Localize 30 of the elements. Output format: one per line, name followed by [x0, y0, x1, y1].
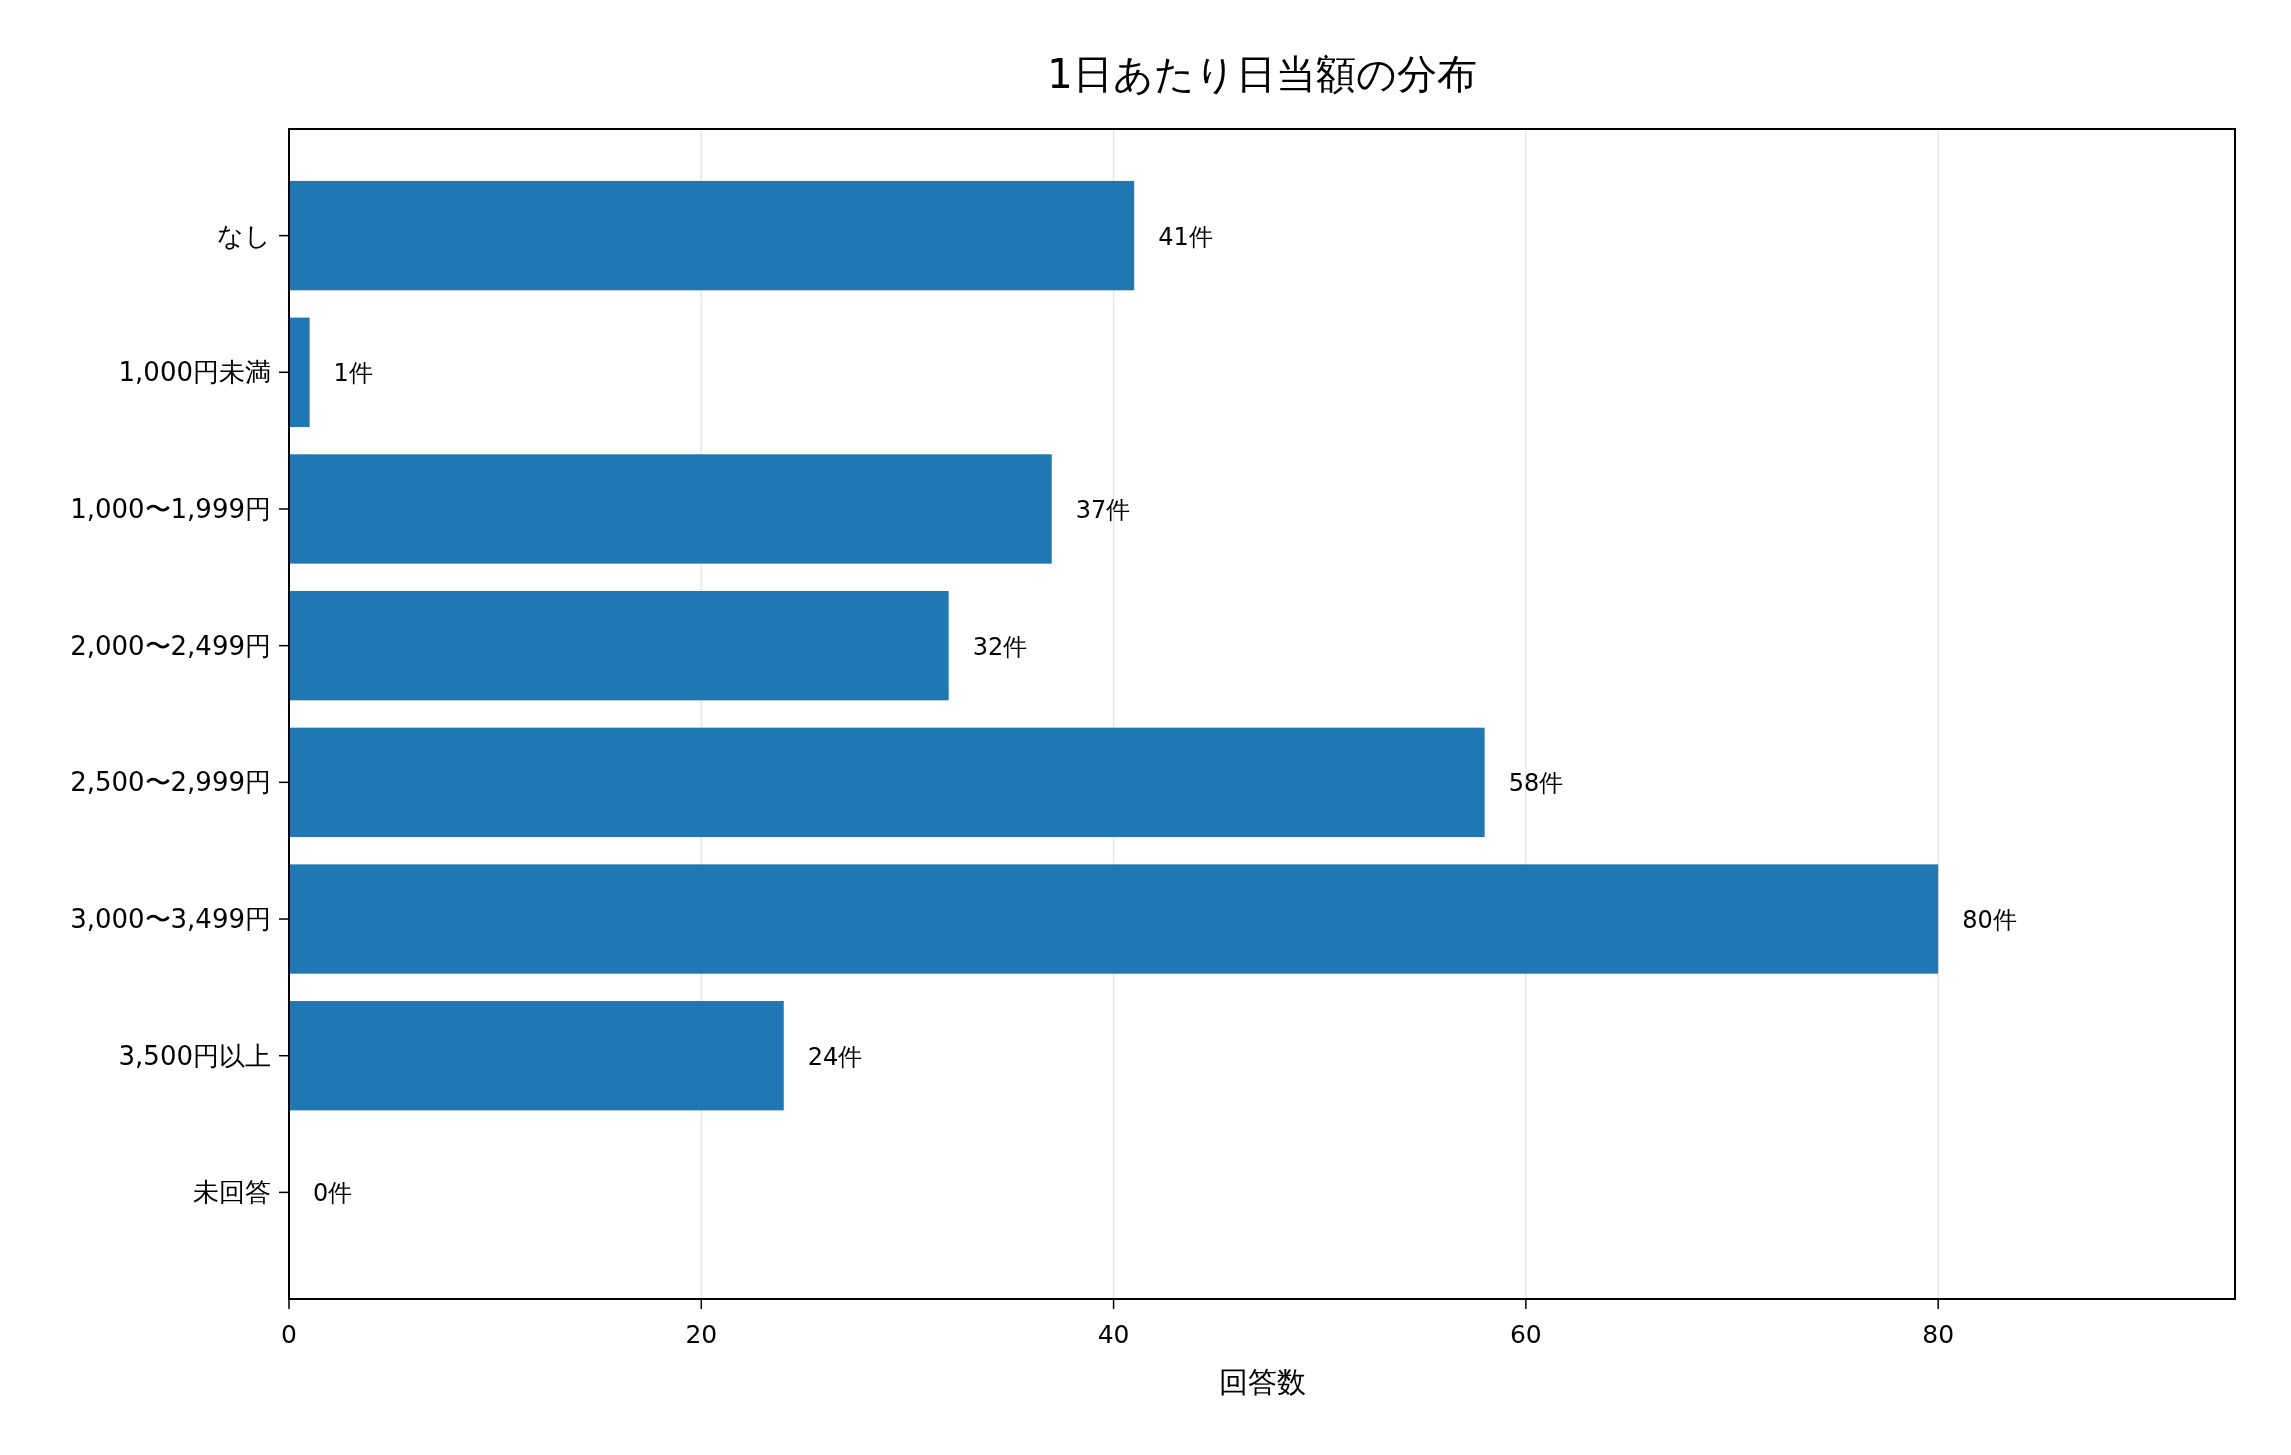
y-tick-label: 未回答 — [193, 1177, 271, 1208]
bar — [289, 454, 1052, 564]
bar — [289, 864, 1939, 974]
x-tick-label: 80 — [1922, 1320, 1955, 1349]
y-tick-label: なし — [217, 220, 271, 251]
x-axis-title: 回答数 — [1218, 1365, 1306, 1399]
y-tick-label: 1,000円未満 — [118, 357, 271, 388]
x-tick-label: 60 — [1509, 1320, 1542, 1349]
data-label: 1件 — [333, 359, 373, 388]
bar — [289, 1001, 784, 1111]
y-tick-label: 2,500〜2,999円 — [70, 767, 271, 798]
data-label: 80件 — [1962, 906, 2017, 935]
bar — [289, 590, 949, 701]
chart-title: 1日あたり日当額の分布 — [1047, 51, 1477, 97]
y-tick-label: 1,000〜1,999円 — [70, 493, 271, 524]
x-tick-label: 0 — [281, 1320, 297, 1349]
y-tick-label: 3,000〜3,499円 — [70, 904, 271, 935]
y-tick-label: 2,000〜2,499円 — [70, 630, 271, 661]
bar — [289, 317, 310, 427]
bar — [289, 180, 1135, 291]
x-tick-label: 20 — [685, 1320, 718, 1349]
data-label: 0件 — [313, 1179, 353, 1208]
data-label: 58件 — [1508, 769, 1564, 798]
y-tick-label: 3,500円以上 — [118, 1040, 271, 1071]
data-label: 24件 — [807, 1042, 863, 1071]
bar — [289, 727, 1485, 838]
data-label: 32件 — [972, 632, 1028, 661]
x-tick-label: 40 — [1097, 1320, 1130, 1349]
data-label: 37件 — [1075, 495, 1131, 524]
data-label: 41件 — [1158, 222, 1213, 251]
